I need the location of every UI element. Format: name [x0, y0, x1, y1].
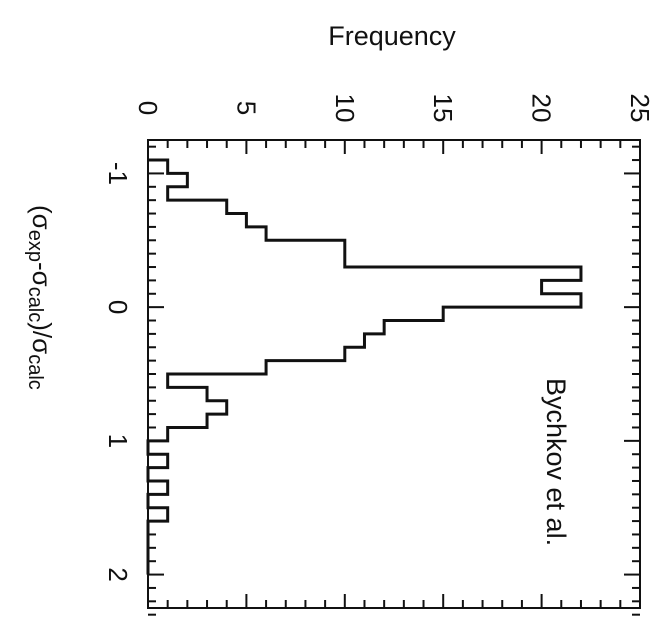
- plot-frame: [147, 139, 641, 609]
- x-axis-title-subscript: exp: [24, 230, 46, 262]
- x-tick-label: 2: [103, 567, 133, 581]
- y-tick-label: 0: [133, 101, 163, 115]
- y-tick-label: 5: [231, 101, 261, 115]
- x-axis-title-subscript: calc: [24, 354, 46, 390]
- y-axis-title-group: Frequency: [328, 21, 456, 51]
- x-axis-title-part: (σ: [27, 205, 57, 230]
- x-axis-ticks: [148, 145, 640, 616]
- y-tick-label: 25: [625, 94, 655, 123]
- x-tick-label: 1: [103, 434, 133, 448]
- x-axis-title-subscript: calc: [24, 287, 46, 323]
- x-tick-label: -1: [103, 162, 133, 185]
- y-tick-label: 10: [330, 94, 360, 123]
- x-axis-title-part: -σ: [27, 262, 57, 287]
- y-tick-label: 20: [527, 94, 557, 123]
- x-axis-tick-labels: -1 0 1 2: [103, 162, 133, 582]
- histogram-outline: [146, 158, 583, 575]
- y-axis-tick-labels: 0 5 10 15 20 25: [133, 94, 655, 123]
- chart-annotation: Bychkov et al.: [541, 378, 571, 546]
- x-axis-title: (σexp-σcalc)/σcalc: [24, 205, 57, 390]
- x-tick-label: 0: [103, 300, 133, 314]
- y-tick-label: 15: [428, 94, 458, 123]
- x-axis-title-part: )/σ: [27, 322, 57, 354]
- y-axis-title: Frequency: [328, 21, 456, 51]
